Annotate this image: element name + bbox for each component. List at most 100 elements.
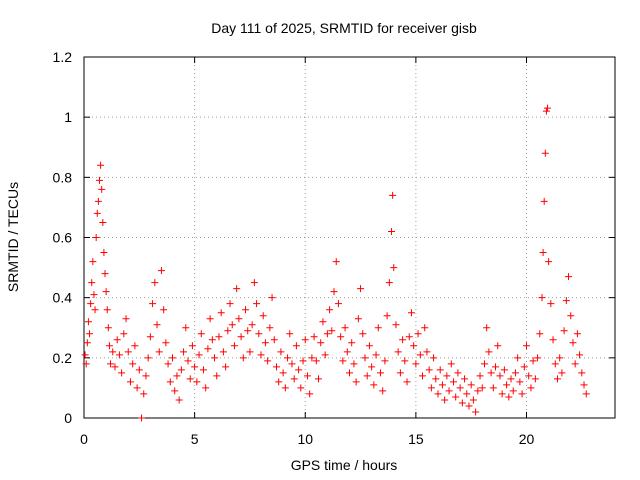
data-point xyxy=(277,348,285,356)
data-point xyxy=(246,348,254,356)
data-point xyxy=(270,336,278,344)
data-point xyxy=(92,234,100,241)
data-point xyxy=(454,369,462,377)
data-point xyxy=(434,390,442,398)
data-point xyxy=(381,357,389,365)
data-point xyxy=(191,363,199,371)
data-point xyxy=(297,384,305,392)
data-point xyxy=(423,348,431,356)
data-point xyxy=(376,369,384,377)
data-point xyxy=(541,149,549,157)
data-point xyxy=(361,354,369,362)
data-point xyxy=(534,354,542,362)
data-point xyxy=(447,360,455,368)
data-point xyxy=(436,366,444,374)
data-point xyxy=(452,393,460,401)
data-point xyxy=(177,366,185,374)
data-point xyxy=(315,375,323,383)
data-point xyxy=(155,348,163,356)
data-point xyxy=(562,297,570,305)
data-point xyxy=(383,312,391,320)
data-point xyxy=(94,197,102,205)
data-point xyxy=(498,390,506,398)
data-point xyxy=(99,218,107,226)
data-point xyxy=(186,375,194,383)
x-tick-label: 15 xyxy=(408,431,424,447)
data-point xyxy=(463,390,471,398)
data-point xyxy=(284,354,292,362)
data-point xyxy=(569,339,577,347)
data-point xyxy=(104,324,112,332)
data-point xyxy=(368,363,376,371)
data-point xyxy=(363,372,371,380)
data-point xyxy=(103,306,111,314)
data-point xyxy=(480,360,488,368)
data-point xyxy=(332,258,340,266)
data-point xyxy=(578,369,586,377)
data-point xyxy=(113,336,121,344)
data-point xyxy=(374,324,382,332)
data-point xyxy=(421,324,429,332)
data-point xyxy=(516,378,524,386)
data-point xyxy=(487,369,495,377)
data-point xyxy=(540,197,548,205)
data-point xyxy=(131,342,139,350)
data-point xyxy=(233,285,241,293)
data-point xyxy=(573,330,581,338)
data-point xyxy=(144,354,152,362)
data-point xyxy=(551,360,559,368)
data-point xyxy=(511,369,519,377)
data-point xyxy=(396,369,404,377)
data-point xyxy=(571,360,579,368)
data-point xyxy=(567,312,575,320)
data-point xyxy=(204,345,212,353)
data-point xyxy=(354,315,362,323)
data-point xyxy=(219,348,227,356)
data-point xyxy=(266,324,274,332)
data-point xyxy=(414,330,422,338)
data-point xyxy=(226,300,234,308)
data-point xyxy=(469,396,477,404)
y-tick-label: 1.2 xyxy=(53,49,73,65)
data-point xyxy=(101,270,109,278)
data-point xyxy=(89,258,97,266)
data-point xyxy=(432,375,440,383)
data-point xyxy=(224,327,232,335)
data-point xyxy=(90,291,98,299)
data-point xyxy=(162,339,170,347)
data-point xyxy=(514,354,522,362)
data-point xyxy=(290,375,298,383)
data-point xyxy=(474,387,482,395)
data-point xyxy=(182,324,190,332)
data-point xyxy=(299,357,307,365)
data-point xyxy=(509,387,517,395)
data-point xyxy=(250,279,258,287)
data-point xyxy=(330,288,338,296)
data-point xyxy=(255,330,263,338)
data-point xyxy=(556,354,564,362)
data-point xyxy=(576,351,584,359)
data-point xyxy=(202,384,210,392)
data-point xyxy=(523,342,530,350)
data-point xyxy=(303,372,311,380)
data-point xyxy=(157,267,165,275)
data-point xyxy=(188,342,196,350)
data-point xyxy=(164,360,172,368)
data-point xyxy=(419,372,427,380)
data-point xyxy=(111,363,119,371)
data-point xyxy=(518,390,526,398)
data-point xyxy=(539,249,547,257)
data-point xyxy=(372,351,380,359)
data-point xyxy=(560,327,568,335)
data-point xyxy=(124,348,132,356)
data-point xyxy=(385,279,393,287)
data-point xyxy=(292,342,300,350)
data-point xyxy=(83,339,91,347)
x-tick-label: 0 xyxy=(80,431,88,447)
data-point xyxy=(346,369,353,377)
data-point xyxy=(503,381,511,389)
data-point xyxy=(582,390,590,398)
data-point xyxy=(149,300,157,308)
data-point xyxy=(483,324,491,332)
